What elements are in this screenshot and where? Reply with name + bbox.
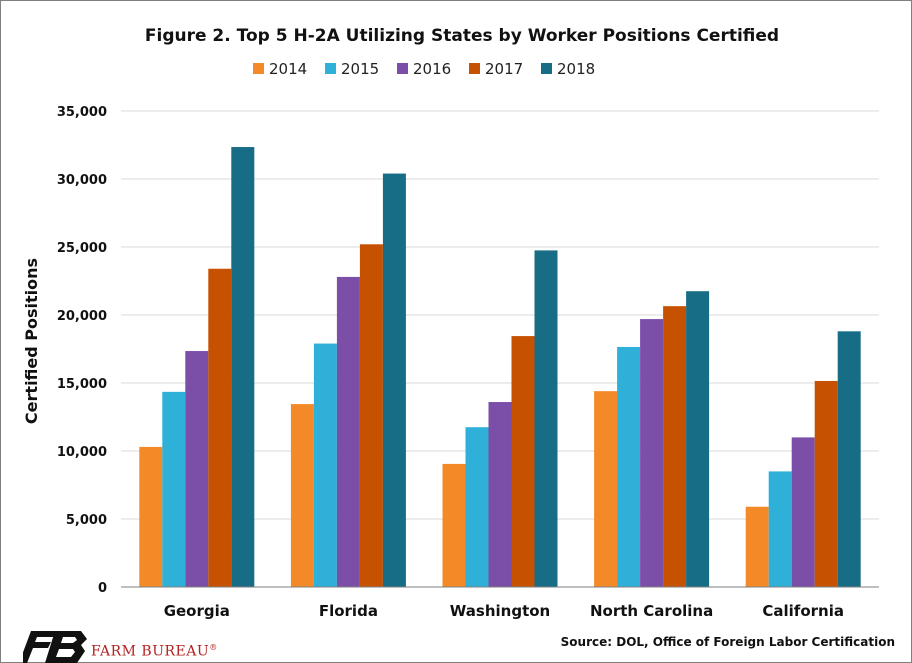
bar-california-2018 [837,331,861,587]
y-tick-label: 25,000 [57,241,107,256]
legend-label-2016: 2016 [413,60,451,78]
brand-name: FARM BUREAU® [91,643,218,660]
bar-georgia-2017 [208,268,232,587]
x-tick-label: Georgia [164,602,230,620]
bar-north-carolina-2017 [663,306,687,587]
bar-florida-2014 [290,404,314,587]
legend-swatch-2014 [253,63,264,74]
legend-label-2017: 2017 [485,60,523,78]
x-tick-label: Washington [450,602,550,620]
y-tick-label: 20,000 [57,309,107,324]
source-note: Source: DOL, Office of Foreign Labor Cer… [560,635,895,649]
y-axis-label: Certified Positions [22,258,41,424]
x-tick-label: California [762,602,844,620]
farm-bureau-brand: FARM BUREAU® [23,629,218,663]
bar-georgia-2016 [185,351,209,587]
bar-washington-2014 [442,463,466,587]
legend-label-2014: 2014 [269,60,307,78]
bar-florida-2017 [359,244,383,587]
bar-california-2014 [745,506,769,587]
bar-washington-2017 [511,336,535,587]
x-tick-label: Florida [319,602,378,620]
bar-north-carolina-2014 [594,391,618,587]
bar-california-2017 [814,380,838,587]
y-tick-label: 10,000 [57,445,107,460]
y-tick-label: 0 [98,581,107,596]
legend-swatch-2017 [469,63,480,74]
legend-swatch-2015 [325,63,336,74]
bar-georgia-2014 [139,446,163,587]
x-axis-labels: Georgia Florida Washington North Carolina Ca… [164,602,844,620]
legend: 2014 2015 2016 2017 2018 [253,60,595,78]
bar-georgia-2015 [162,391,186,587]
bar-georgia-2018 [231,147,255,588]
y-tick-label: 35,000 [57,105,107,120]
chart-title: Figure 2. Top 5 H-2A Utilizing States by… [145,26,779,46]
bar-florida-2015 [313,343,337,587]
bar-north-carolina-2018 [686,291,710,587]
y-tick-label: 5,000 [66,513,107,528]
bar-washington-2016 [488,402,512,587]
bar-north-carolina-2015 [617,346,641,587]
y-axis-ticks: 0 5,000 10,000 15,000 20,000 25,000 30,000 35,0… [57,105,107,596]
legend-swatch-2016 [397,63,408,74]
bar-california-2015 [768,471,792,587]
bar-north-carolina-2016 [640,319,664,587]
legend-label-2018: 2018 [557,60,595,78]
y-tick-label: 30,000 [57,173,107,188]
farm-bureau-logo-icon [23,631,87,663]
bar-california-2016 [791,437,815,587]
bar-florida-2016 [336,276,360,587]
bars [139,147,861,588]
x-tick-label: North Carolina [590,602,713,620]
bar-washington-2015 [465,427,489,587]
y-tick-label: 15,000 [57,377,107,392]
legend-label-2015: 2015 [341,60,379,78]
bar-washington-2018 [534,250,558,587]
bar-florida-2018 [382,173,406,587]
legend-swatch-2018 [541,63,552,74]
